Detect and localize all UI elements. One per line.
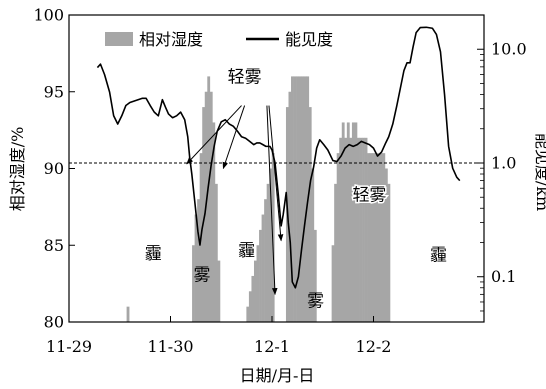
y-right-axis-label: 能见度/km <box>533 133 546 211</box>
y-right-tick-label: 0.1 <box>491 267 516 286</box>
annotation-label: 霾 <box>238 241 255 261</box>
humidity-bar <box>194 214 198 322</box>
humidity-bar <box>126 306 130 322</box>
humidity-bar <box>209 91 213 322</box>
y-right-tick-label: 1.0 <box>491 153 516 172</box>
humidity-bar <box>298 76 302 323</box>
visibility-series <box>96 26 461 289</box>
humidity-bar <box>288 91 292 322</box>
y-left-tick-label: 80 <box>44 313 64 332</box>
x-tick-label: 11-30 <box>147 337 193 356</box>
humidity-bar <box>374 153 378 322</box>
humidity-bar <box>266 183 270 322</box>
annotation-label: 轻雾 <box>352 186 386 206</box>
humidity-bar <box>377 153 381 322</box>
y-left-axis-label: 相对湿度/% <box>8 127 27 212</box>
humidity-bar <box>192 245 195 322</box>
humidity-bar <box>351 122 355 322</box>
humidity-bar <box>357 137 360 322</box>
humidity-bar <box>313 229 317 322</box>
humidity-bar <box>336 153 340 322</box>
visibility-line <box>96 26 461 289</box>
humidity-bar <box>367 153 370 322</box>
humidity-bar <box>341 122 345 322</box>
x-tick-label: 11-29 <box>46 337 92 356</box>
humidity-bar <box>349 137 353 322</box>
annotation-label: 雾 <box>307 292 324 312</box>
humidity-bars <box>126 76 391 323</box>
annotation-arrow <box>266 105 278 296</box>
x-tick-label: 12-2 <box>356 337 392 356</box>
humidity-bar <box>344 137 348 322</box>
annotation-label: 轻雾 <box>228 67 262 87</box>
humidity-bar <box>346 122 350 322</box>
y-left-tick-label: 100 <box>33 6 64 25</box>
humidity-bar <box>291 76 294 323</box>
y-left-tick-label: 90 <box>44 159 64 178</box>
humidity-bar <box>308 107 312 322</box>
humidity-bar <box>246 306 250 322</box>
x-axis-label: 日期/月-日 <box>240 366 315 385</box>
plot-frame <box>68 14 485 323</box>
humidity-bar <box>382 153 386 322</box>
humidity-bar <box>296 76 299 323</box>
y-left-tick-label: 85 <box>44 236 64 255</box>
humidity-bar <box>334 183 338 322</box>
humidity-bar <box>331 245 335 322</box>
humidity-bar <box>339 137 343 322</box>
humidity-bar <box>387 183 391 322</box>
y-left-tick-label: 95 <box>44 82 64 101</box>
legend-line-label: 能见度 <box>285 30 333 49</box>
humidity-bar <box>214 183 218 322</box>
humidity-bar <box>256 245 260 322</box>
annotation-label: 霾 <box>430 245 447 265</box>
humidity-bar <box>384 168 388 322</box>
humidity-bar <box>311 168 315 322</box>
annotation-label: 霾 <box>145 244 162 264</box>
humidity-bar <box>253 260 257 322</box>
humidity-bar <box>271 153 275 322</box>
humidity-bar <box>372 153 376 322</box>
legend: 相对湿度 能见度 <box>105 30 333 49</box>
humidity-bar <box>259 229 262 322</box>
humidity-bar <box>261 214 265 322</box>
x-tick-label: 12-1 <box>254 337 290 356</box>
humidity-bar <box>269 168 273 322</box>
humidity-bar <box>359 137 363 322</box>
humidity-bar <box>197 199 200 322</box>
annotation-label: 雾 <box>193 265 210 285</box>
humidity-bar <box>301 76 305 323</box>
annotation-arrow <box>222 105 246 170</box>
humidity-bar <box>369 153 373 322</box>
humidity-bar <box>362 137 365 322</box>
axes: 80 85 90 95 100 0.1 1.0 10.0 11-29 11-30 12-1 12-2 日… <box>8 6 546 386</box>
humidity-bar <box>212 122 216 322</box>
humidity-bar <box>202 107 206 322</box>
humidity-bar <box>217 260 221 322</box>
humidity-bar <box>303 76 307 323</box>
humidity-bar <box>207 76 211 323</box>
humidity-bar <box>354 122 358 322</box>
humidity-bar <box>251 275 255 322</box>
humidity-bar <box>293 76 297 323</box>
legend-bar-label: 相对湿度 <box>139 30 203 49</box>
humidity-bar <box>379 153 383 322</box>
legend-bar-swatch <box>105 32 133 46</box>
humidity-bar <box>364 137 368 322</box>
y-right-tick-label: 10.0 <box>491 40 527 59</box>
humidity-bar <box>264 199 267 322</box>
humidity-bar <box>248 291 252 322</box>
annotation-arrow <box>186 105 242 165</box>
annotation-arrow <box>268 105 284 242</box>
